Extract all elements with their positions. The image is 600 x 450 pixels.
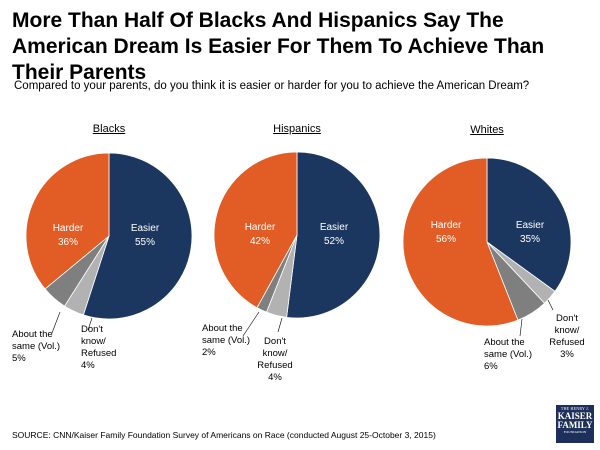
chart-title: More Than Half Of Blacks And Hispanics S…: [12, 9, 545, 84]
pie-2-label-dontknow: Don't know/Refused 3%: [549, 313, 584, 360]
pie-0-label-easier: Easier 55%: [131, 223, 160, 248]
pie-1-slice-easier: [286, 151, 381, 319]
pie-2-label-harder: Harder 56%: [431, 220, 462, 245]
pie-0-label-dontknow: Don't know/Refused 4%: [81, 324, 116, 371]
pie-title-whites: Whites: [470, 124, 504, 136]
pie-2-label-same: About the same (Vol.) 6%: [484, 337, 532, 372]
pie-1-slice-harder: [213, 151, 298, 309]
source-note: SOURCE: CNN/Kaiser Family Foundation Sur…: [12, 430, 436, 440]
pie-1-leader-dontknow: [277, 317, 283, 333]
pie-1-label-dontknow: Don't know/Refused 4%: [257, 336, 292, 383]
pie-1-label-easier: Easier 52%: [320, 222, 349, 247]
pie-0-label-harder: Harder 36%: [53, 223, 84, 248]
pie-0-slice-harder: [25, 152, 110, 290]
pie-2-slice-easier: [486, 157, 572, 292]
pie-0-leader-same: [51, 311, 61, 334]
pie-2-slice-harder: [402, 157, 519, 327]
pie-0-label-same: About the same (Vol.) 5%: [12, 329, 60, 364]
pie-2-leader-same: [519, 318, 523, 337]
pie-title-hispanics: Hispanics: [273, 123, 321, 135]
pie-0-slice-easier: [82, 152, 193, 320]
pie-1-label-harder: Harder 42%: [245, 222, 276, 247]
kff-logo: THE HENRY J. KAISER FAMILY FOUNDATION: [556, 405, 594, 443]
pie-2-label-easier: Easier 35%: [516, 220, 545, 245]
chart-subtitle: Compared to your parents, do you think i…: [14, 80, 530, 92]
pie-0-leader-dontknow: [87, 317, 93, 331]
pie-2-leader-dontknow: [547, 299, 554, 311]
pie-1-label-same: About the same (Vol.) 2%: [202, 323, 250, 358]
pie-title-blacks: Blacks: [92, 123, 126, 135]
pie-1-leader-same: [242, 311, 260, 337]
